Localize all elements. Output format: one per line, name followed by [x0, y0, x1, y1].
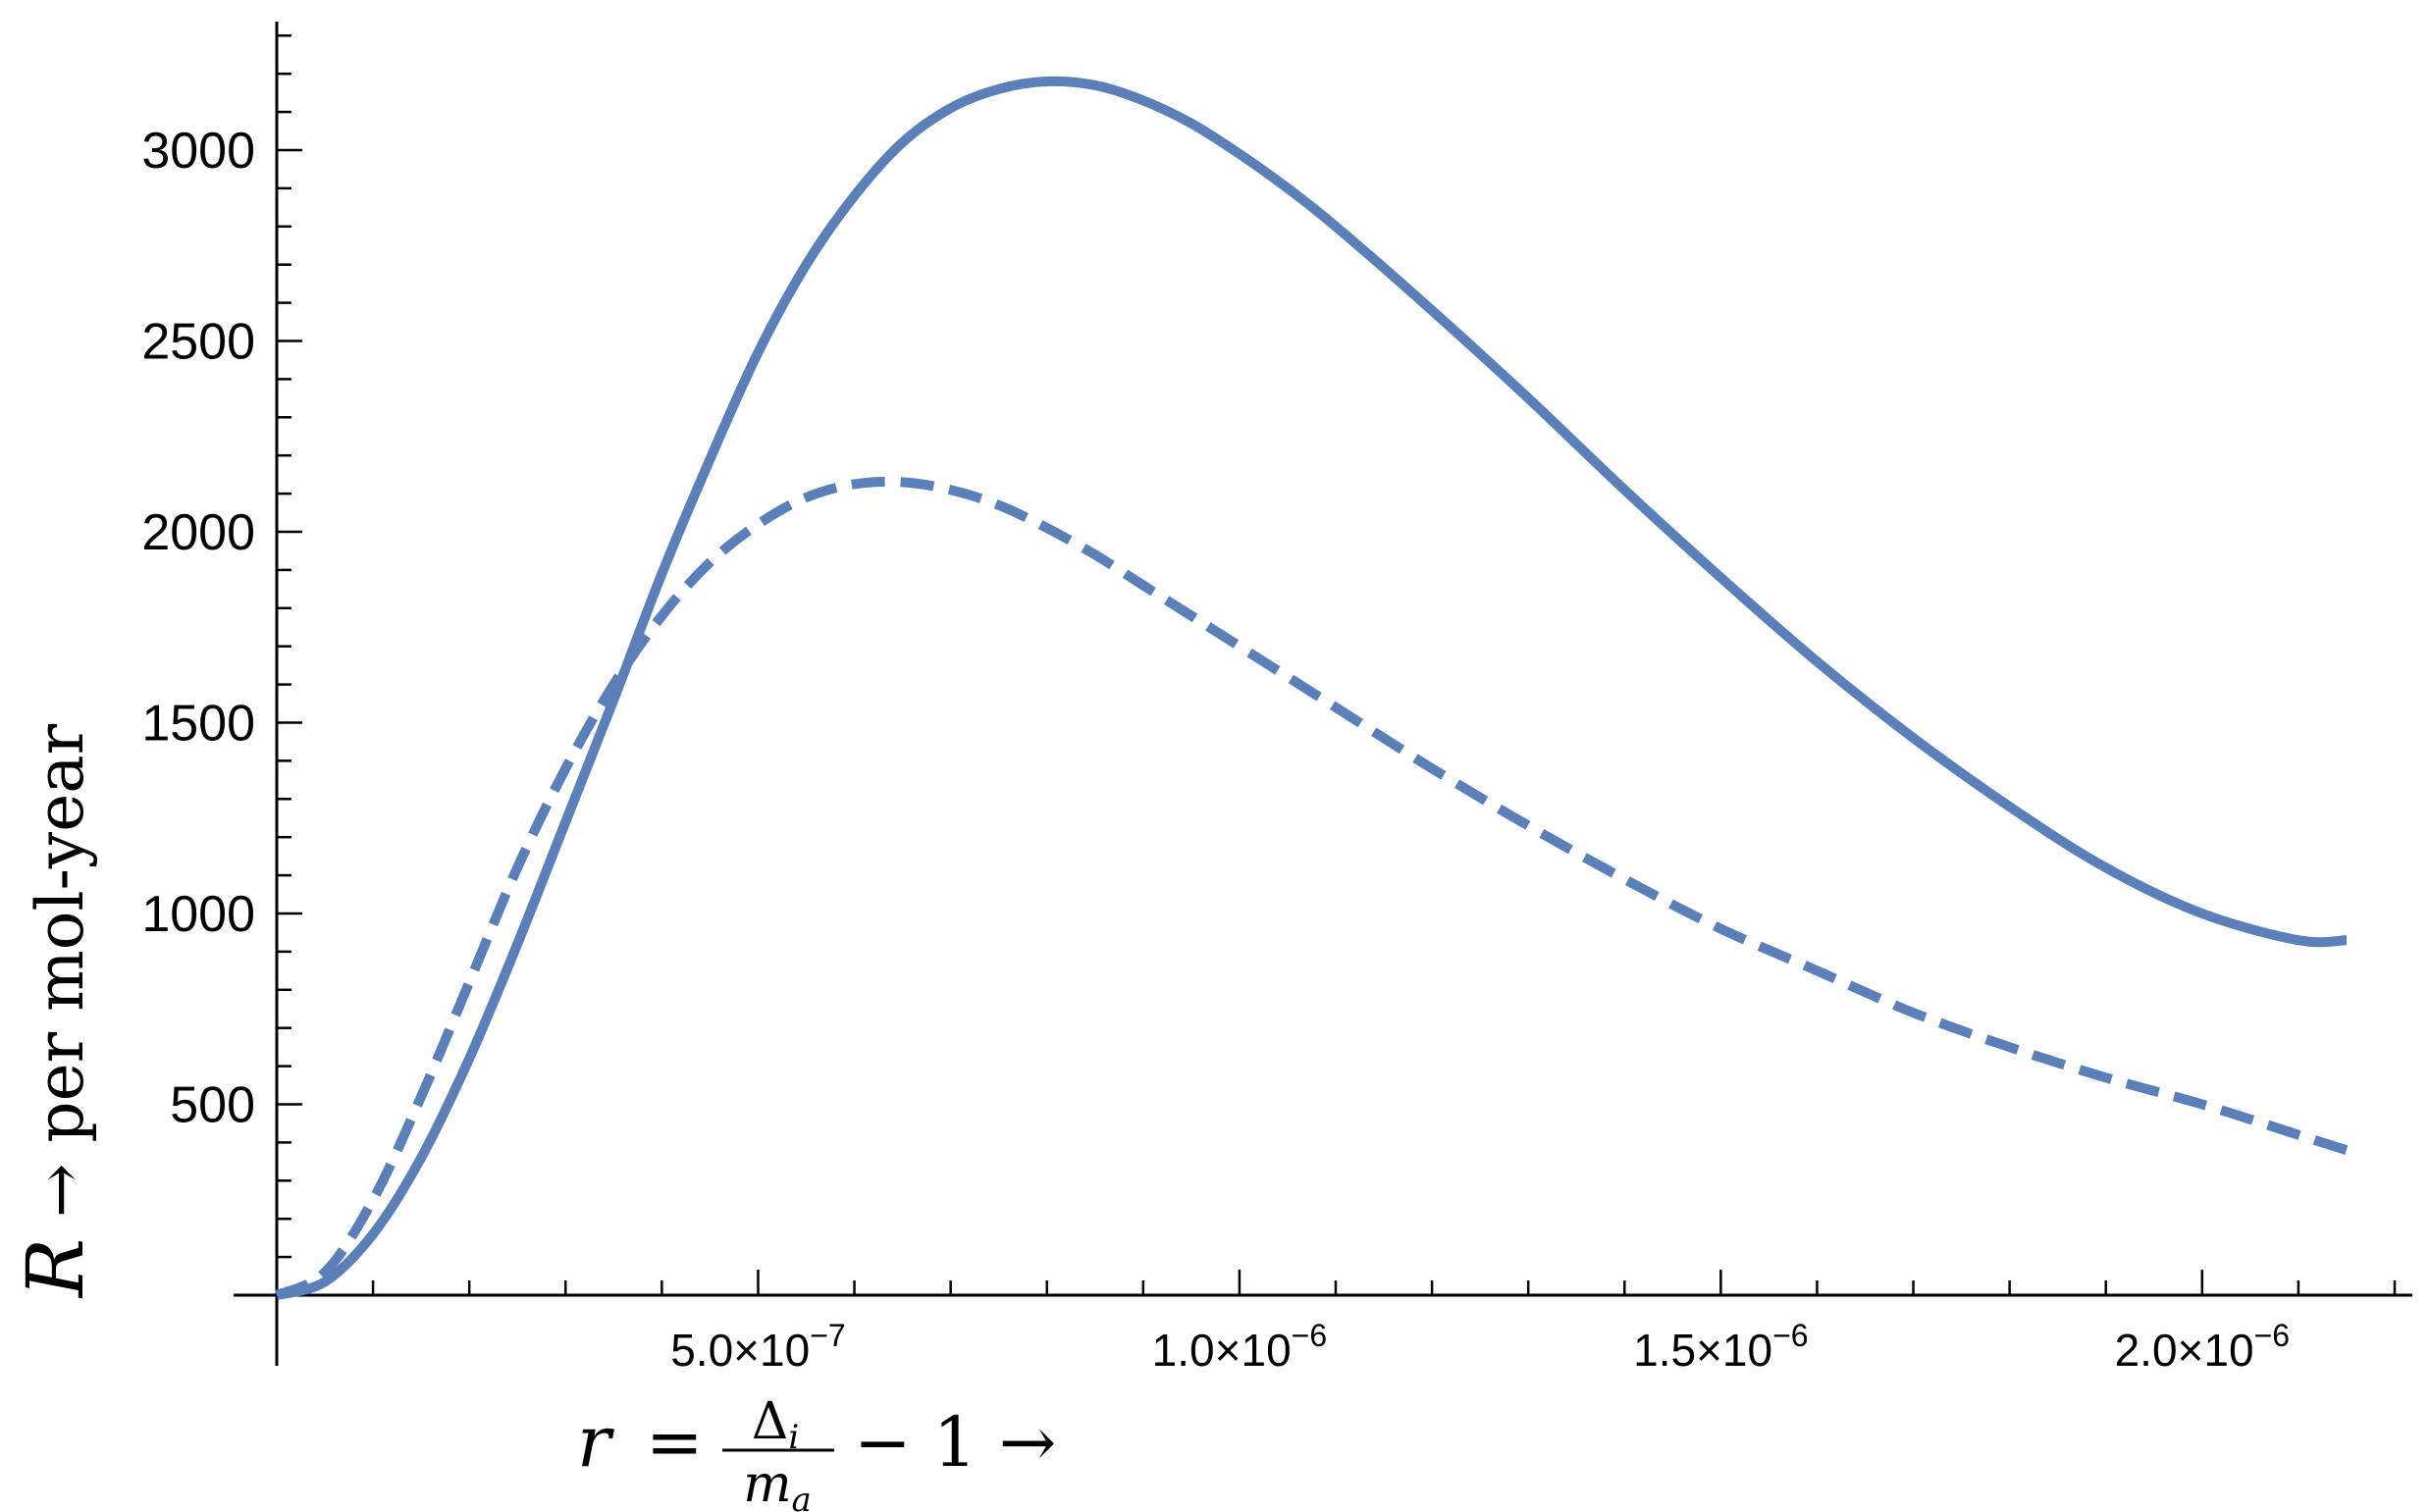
- x-tick-label: 1.5×10−6: [1633, 1318, 1808, 1376]
- series-dashed-line: [274, 476, 2349, 1300]
- series-layer: [274, 76, 2349, 1300]
- svg-text:Δi: Δi: [752, 1392, 799, 1457]
- svg-text:− 1 →: − 1 →: [854, 1402, 1056, 1483]
- axis-labels: 500 1000 1500 2000 2500 3000 5.0×10−7 1.0×10−6 1…: [10, 123, 2290, 1512]
- y-tick-label: 2000: [141, 504, 255, 561]
- series-solid-line: [275, 76, 2348, 1300]
- x-tick-label: 5.0×10−7: [670, 1318, 845, 1376]
- svg-text:r: r: [577, 1400, 614, 1483]
- svg-text:=: =: [646, 1402, 704, 1483]
- axes: [234, 22, 2412, 1366]
- y-tick-label: 500: [170, 1077, 255, 1134]
- y-tick-label: 3000: [141, 123, 255, 180]
- y-tick-label: 2500: [141, 314, 255, 371]
- svg-text:ma: ma: [743, 1455, 812, 1512]
- y-tick-label: 1500: [141, 696, 255, 753]
- x-tick-label: 2.0×10−6: [2115, 1318, 2290, 1376]
- y-axis-title: R → per mol-year: [10, 723, 101, 1299]
- y-tick-label: 1000: [141, 886, 255, 943]
- x-tick-label: 1.0×10−6: [1152, 1318, 1327, 1376]
